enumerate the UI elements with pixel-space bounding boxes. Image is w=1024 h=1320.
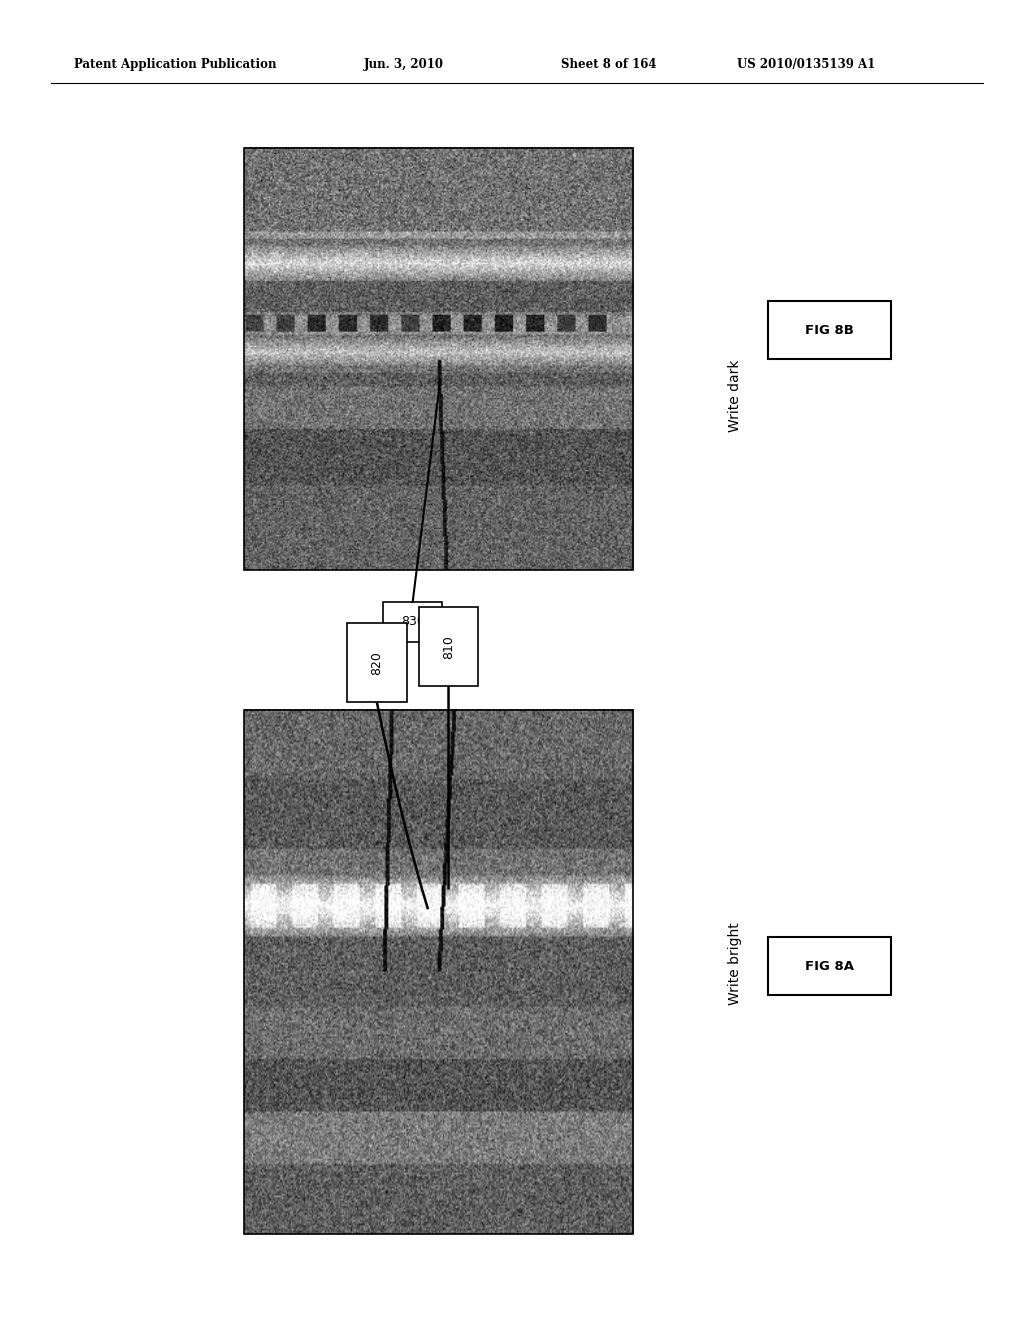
- Text: Jun. 3, 2010: Jun. 3, 2010: [364, 58, 443, 71]
- Text: 810: 810: [442, 635, 455, 659]
- Text: FIG 8A: FIG 8A: [805, 960, 854, 973]
- Bar: [244, 710, 633, 1234]
- Bar: [768, 301, 891, 359]
- Text: US 2010/0135139 A1: US 2010/0135139 A1: [737, 58, 876, 71]
- Text: Write bright: Write bright: [728, 923, 742, 1005]
- Bar: [383, 602, 442, 642]
- Bar: [419, 607, 478, 686]
- Bar: [244, 148, 633, 570]
- Text: Write dark: Write dark: [728, 360, 742, 432]
- Text: 830: 830: [400, 615, 425, 628]
- Text: Patent Application Publication: Patent Application Publication: [74, 58, 276, 71]
- Text: Sheet 8 of 164: Sheet 8 of 164: [561, 58, 656, 71]
- Text: 820: 820: [371, 651, 383, 675]
- Bar: [768, 937, 891, 995]
- Bar: [347, 623, 407, 702]
- Text: FIG 8B: FIG 8B: [805, 323, 854, 337]
